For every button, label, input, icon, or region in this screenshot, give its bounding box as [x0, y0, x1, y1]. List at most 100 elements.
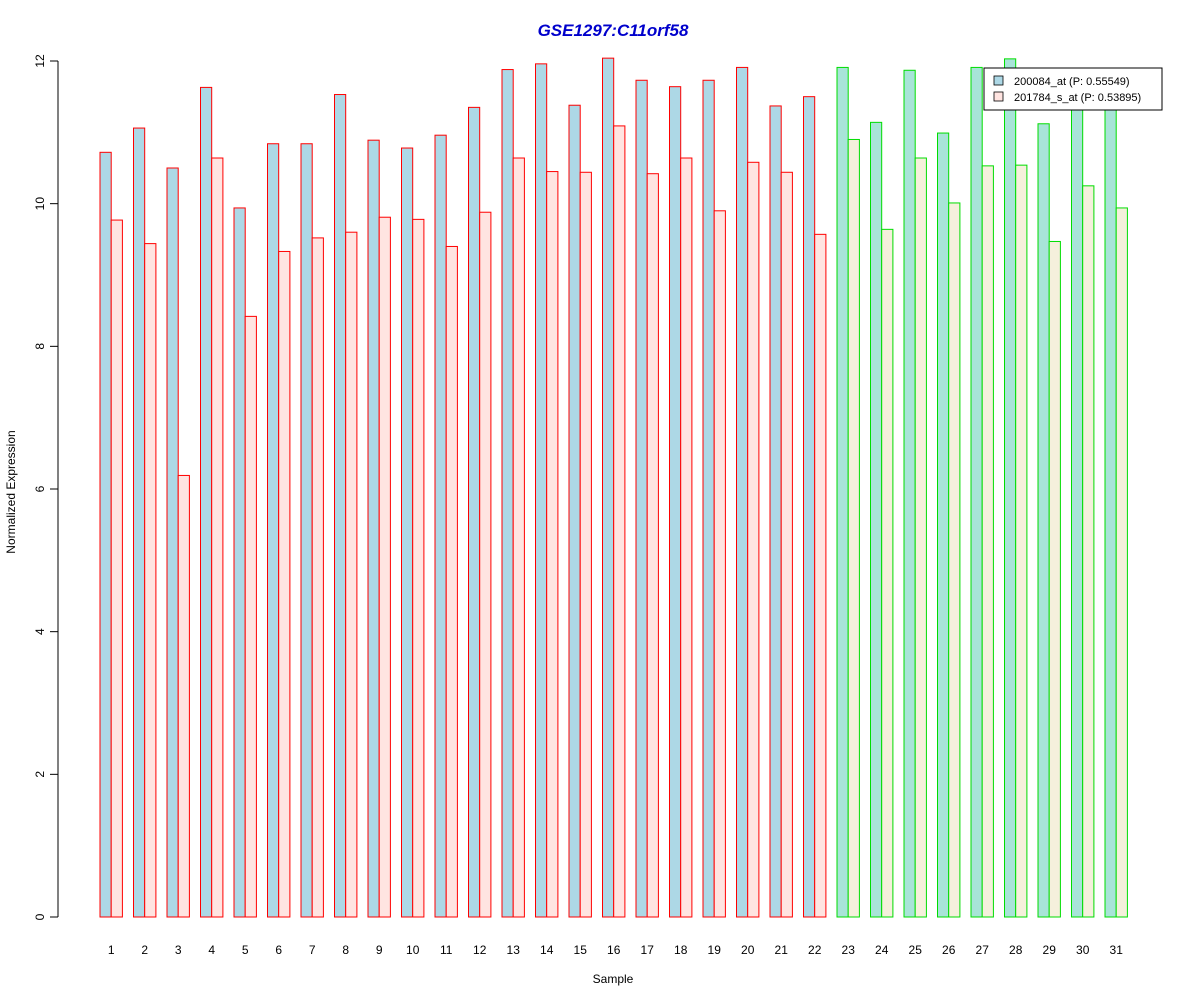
legend-swatch: [993, 75, 1004, 86]
bar-series1-sample-3: [166, 167, 179, 918]
bar-series2-sample-5: [244, 315, 257, 918]
bar-series2-sample-21: [780, 171, 793, 918]
bar-series2-sample-23: [847, 138, 860, 918]
bar-series1-sample-5: [233, 207, 246, 918]
x-tick-label: 28: [1009, 943, 1023, 957]
legend-label: 200084_at (P: 0.55549): [1014, 76, 1130, 88]
bar-series2-sample-4: [211, 157, 224, 918]
y-tick-label: 0: [33, 913, 47, 920]
bar-series1-sample-18: [669, 86, 682, 918]
bar-series2-sample-16: [613, 125, 626, 918]
x-tick-label: 27: [976, 943, 990, 957]
bar-series2-sample-20: [747, 161, 760, 918]
bar-series1-sample-8: [334, 94, 347, 918]
x-tick-label: 9: [376, 943, 383, 957]
bar-series1-sample-16: [602, 57, 615, 918]
x-tick-label: 17: [641, 943, 655, 957]
y-axis: 0 2 4 6 8 10 12: [33, 54, 59, 920]
x-tick-label: 22: [808, 943, 822, 957]
bar-series1-sample-28: [1004, 58, 1017, 918]
bar-series2-sample-25: [914, 157, 927, 918]
x-axis-label: Sample: [593, 972, 634, 986]
x-tick-label: 3: [175, 943, 182, 957]
bar-series1-sample-6: [267, 143, 280, 918]
x-axis: 1 2 3 4 5 6 7 8 9 10 11 12 13 14 15 16 17 18 19 20 21 22 23 24 2…: [108, 943, 1123, 957]
x-tick-label: 18: [674, 943, 688, 957]
x-tick-label: 2: [141, 943, 148, 957]
bar-series1-sample-22: [803, 96, 816, 918]
y-tick-label: 6: [33, 485, 47, 492]
bar-series2-sample-10: [412, 218, 425, 918]
x-tick-label: 16: [607, 943, 621, 957]
bar-series1-sample-11: [434, 134, 447, 918]
bar-series2-sample-28: [1015, 164, 1028, 918]
x-tick-label: 11: [440, 943, 453, 957]
bar-series2-sample-8: [345, 231, 358, 918]
y-tick-label: 8: [33, 343, 47, 350]
x-tick-label: 21: [775, 943, 789, 957]
bar-series2-sample-14: [546, 171, 559, 918]
bar-series1-sample-14: [535, 63, 548, 918]
bar-series2-sample-31: [1115, 207, 1128, 918]
x-tick-label: 19: [708, 943, 722, 957]
bar-series2-sample-22: [814, 233, 827, 918]
y-tick-label: 12: [33, 54, 47, 68]
bar-series1-sample-4: [200, 86, 213, 918]
x-tick-label: 4: [208, 943, 215, 957]
x-tick-label: 12: [473, 943, 487, 957]
legend-swatch: [993, 91, 1004, 102]
legend: 200084_at (P: 0.55549) 201784_s_at (P: 0.…: [983, 67, 1163, 111]
x-tick-label: 8: [342, 943, 349, 957]
bar-series2-sample-12: [479, 211, 492, 918]
x-tick-label: 25: [909, 943, 923, 957]
bar-series1-sample-15: [568, 104, 581, 918]
bar-series1-sample-12: [468, 106, 481, 918]
bar-series1-sample-7: [300, 143, 313, 918]
x-tick-label: 6: [275, 943, 282, 957]
x-tick-label: 14: [540, 943, 554, 957]
bar-series1-sample-10: [401, 147, 414, 918]
bar-series2-sample-27: [981, 165, 994, 918]
bar-series1-sample-25: [903, 69, 916, 918]
y-tick-label: 4: [33, 628, 47, 635]
bar-series2-sample-15: [579, 171, 592, 918]
y-tick-label: 10: [33, 197, 47, 211]
bar-series2-sample-1: [110, 219, 123, 918]
x-tick-label: 29: [1043, 943, 1057, 957]
bar-series1-sample-30: [1071, 101, 1084, 918]
bar-series2-sample-19: [713, 210, 726, 918]
bar-series2-sample-29: [1048, 240, 1061, 918]
bar-series2-sample-3: [177, 474, 190, 918]
bar-series2-sample-2: [144, 243, 157, 918]
bar-series2-sample-30: [1082, 185, 1095, 918]
bar-series1-sample-17: [635, 79, 648, 918]
x-tick-label: 1: [108, 943, 115, 957]
bar-series2-sample-13: [512, 157, 525, 918]
x-tick-label: 5: [242, 943, 249, 957]
bar-series1-sample-9: [367, 139, 380, 918]
bar-series1-sample-27: [970, 66, 983, 918]
legend-label: 201784_s_at (P: 0.53895): [1014, 92, 1141, 104]
bar-series1-sample-29: [1037, 123, 1050, 918]
x-tick-label: 20: [741, 943, 755, 957]
bar-series2-sample-26: [948, 202, 961, 918]
x-tick-label: 13: [507, 943, 521, 957]
bar-series2-sample-18: [680, 157, 693, 918]
bar-series2-sample-7: [311, 237, 324, 918]
bars: [99, 57, 1128, 918]
bar-series2-sample-6: [278, 250, 291, 918]
x-tick-label: 31: [1110, 943, 1124, 957]
bar-series1-sample-1: [99, 151, 112, 918]
bar-series2-sample-9: [378, 216, 391, 918]
x-tick-label: 26: [942, 943, 956, 957]
y-tick-label: 2: [33, 771, 47, 778]
bar-series1-sample-26: [937, 132, 950, 918]
x-tick-label: 7: [309, 943, 316, 957]
bar-series2-sample-24: [881, 228, 894, 918]
bar-series1-sample-23: [836, 66, 849, 918]
bar-series2-sample-11: [445, 245, 458, 918]
x-tick-label: 15: [574, 943, 588, 957]
x-tick-label: 24: [875, 943, 889, 957]
bar-series2-sample-17: [646, 173, 659, 918]
